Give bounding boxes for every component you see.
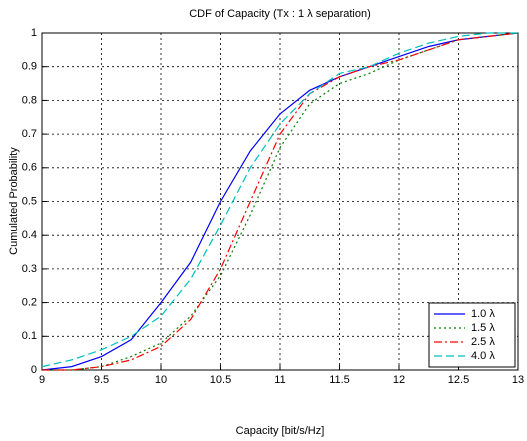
x-tick-label: 10 [155, 374, 167, 386]
y-tick-label: 0.5 [22, 195, 37, 207]
legend-label: 4.0 λ [471, 350, 495, 362]
x-tick-label: 9.5 [94, 374, 109, 386]
chart-title: CDF of Capacity (Tx : 1 λ separation) [189, 8, 371, 20]
x-tick-label: 11.5 [329, 374, 350, 386]
series-line [41, 32, 519, 371]
plot-frame [41, 32, 519, 371]
legend-label: 1.5 λ [471, 322, 495, 334]
x-tick-label: 9 [39, 374, 45, 386]
x-tick-label: 12 [393, 374, 405, 386]
y-tick-label: 0.3 [22, 263, 37, 275]
series-line [42, 32, 519, 371]
x-tick-label: 13 [512, 374, 524, 386]
y-tick-label: 1 [31, 27, 37, 39]
y-tick-label: 0.4 [22, 229, 37, 241]
x-tick-label: 12.5 [448, 374, 469, 386]
x-axis-label: Capacity [bit/s/Hz] [236, 425, 325, 437]
y-axis-label: Cumulated Probability [8, 147, 20, 255]
legend-label: 1.0 λ [471, 308, 495, 320]
y-tick-label: 0.1 [22, 330, 37, 342]
series-line [42, 32, 519, 371]
legend-label: 2.5 λ [471, 336, 495, 348]
series-line [41, 32, 518, 368]
y-tick-label: 0.8 [22, 94, 37, 106]
y-tick-label: 0.9 [22, 61, 37, 73]
y-tick-label: 0.6 [22, 162, 37, 174]
y-tick-label: 0.2 [22, 297, 37, 309]
y-tick-label: 0 [31, 364, 37, 376]
x-tick-label: 10.5 [210, 374, 231, 386]
y-tick-label: 0.7 [22, 128, 37, 140]
x-tick-label: 11 [274, 374, 285, 386]
